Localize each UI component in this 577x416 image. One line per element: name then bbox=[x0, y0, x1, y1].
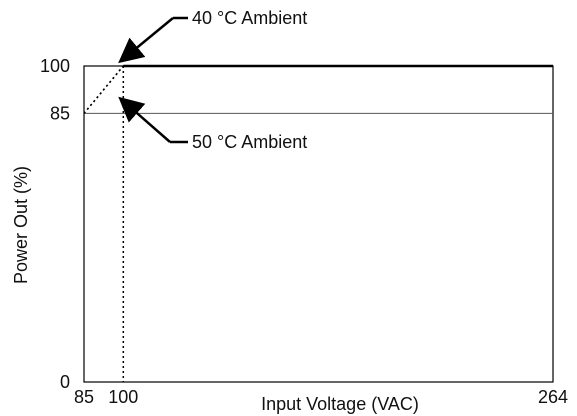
annotation-50c-arrow bbox=[118, 96, 171, 143]
y-tick-label-100: 100 bbox=[40, 56, 70, 76]
x-tick-label-264: 264 bbox=[538, 387, 568, 407]
y-axis-label: Power Out (%) bbox=[11, 166, 31, 284]
x-axis-label: Input Voltage (VAC) bbox=[261, 394, 419, 414]
y-tick-label-85: 85 bbox=[50, 103, 70, 123]
annotation-50c: 50 °C Ambient bbox=[118, 96, 307, 152]
annotation-40c-arrow bbox=[118, 17, 174, 64]
series-line-1 bbox=[83, 65, 553, 114]
annotation-40c-label: 40 °C Ambient bbox=[192, 8, 307, 28]
annotation-40c: 40 °C Ambient bbox=[118, 8, 307, 64]
x-tick-label-100: 100 bbox=[108, 387, 138, 407]
x-tick-label-85: 85 bbox=[74, 387, 94, 407]
annotation-50c-label: 50 °C Ambient bbox=[192, 132, 307, 152]
y-tick-label-0: 0 bbox=[60, 372, 70, 392]
